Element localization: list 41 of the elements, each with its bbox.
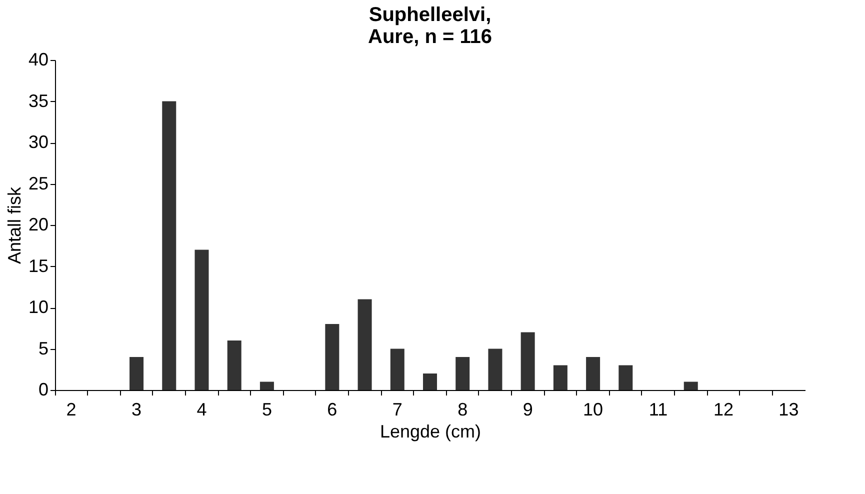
x-tick-label: 2 bbox=[66, 400, 76, 420]
text: Aure, n = 116 bbox=[368, 26, 492, 48]
y-tick-label: 20 bbox=[28, 214, 48, 234]
bar bbox=[390, 348, 404, 390]
bar bbox=[456, 357, 470, 390]
y-tick-label: 5 bbox=[38, 338, 48, 358]
y-tick-label: 10 bbox=[28, 297, 48, 317]
x-tick-label: 4 bbox=[196, 400, 207, 420]
x-tick-label: 12 bbox=[713, 400, 734, 420]
y-axis-title: Antall fisk bbox=[4, 186, 24, 264]
bar bbox=[260, 382, 274, 390]
bar bbox=[325, 324, 340, 390]
x-tick-label: 13 bbox=[778, 400, 799, 420]
bar bbox=[358, 299, 372, 390]
bar bbox=[194, 250, 209, 390]
bar bbox=[130, 357, 144, 390]
bar bbox=[520, 332, 535, 390]
bar bbox=[618, 365, 633, 390]
y-tick-label: 40 bbox=[28, 50, 48, 70]
y-tick-label: 35 bbox=[28, 90, 48, 111]
bar bbox=[586, 357, 600, 390]
x-axis-title: Lengde (cm) bbox=[380, 422, 482, 442]
y-tick-label: 25 bbox=[28, 173, 48, 194]
x-tick-label: 9 bbox=[522, 400, 533, 420]
bar bbox=[488, 348, 502, 390]
text: Suphelleelvi, bbox=[368, 4, 492, 26]
x-tick-label: 8 bbox=[458, 400, 468, 420]
x-tick-label: 6 bbox=[327, 400, 338, 420]
y-tick-label: 15 bbox=[28, 256, 48, 276]
x-tick-label: 7 bbox=[392, 400, 402, 420]
bar bbox=[423, 374, 437, 390]
x-tick-label: 11 bbox=[648, 400, 668, 420]
bar bbox=[684, 382, 698, 390]
y-tick-label: 30 bbox=[28, 132, 48, 152]
x-tick-label: 3 bbox=[132, 400, 142, 420]
x-tick-label: 10 bbox=[583, 400, 604, 420]
bar bbox=[553, 365, 568, 390]
x-tick-label: 5 bbox=[262, 400, 272, 420]
y-tick-label: 0 bbox=[38, 380, 48, 400]
bar bbox=[227, 340, 242, 390]
bar bbox=[162, 101, 176, 390]
